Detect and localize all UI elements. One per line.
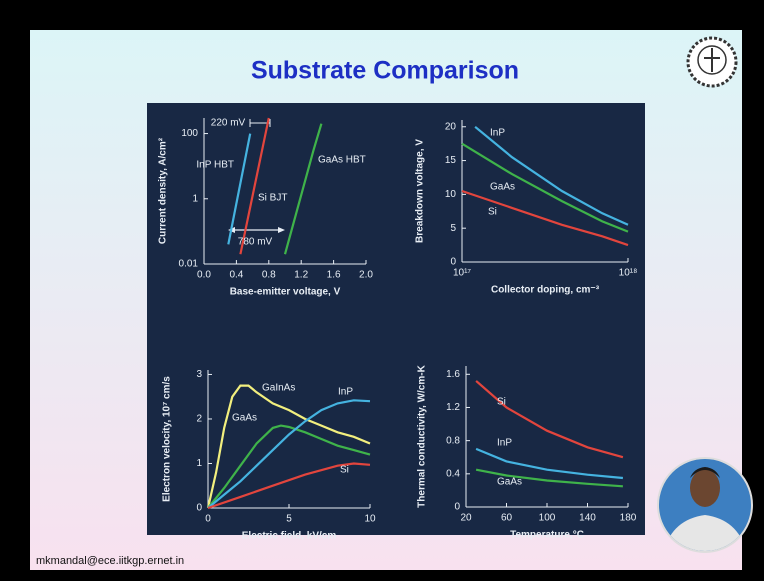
y-tick-label: 10 (445, 189, 457, 200)
y-axis-label: Thermal conductivity, W/cm-K (417, 364, 428, 507)
series-label: InP HBT (196, 160, 234, 171)
x-tick-label: 1.2 (294, 270, 308, 281)
x-tick-label: 10¹⁷ (453, 268, 471, 279)
series-label: InP (490, 128, 505, 139)
x-tick-label: 5 (286, 514, 292, 525)
x-axis-label: Temperature,°C (510, 530, 584, 541)
x-tick-label: 100 (539, 513, 556, 524)
y-axis-label: Current density, A/cm² (158, 137, 169, 244)
series-label: InP (338, 387, 353, 398)
x-tick-label: 0.8 (262, 270, 276, 281)
y-tick-label: 0 (196, 503, 202, 514)
y-tick-label: 0.4 (446, 468, 460, 479)
logo (688, 38, 736, 86)
y-tick-label: 2 (196, 414, 202, 425)
slide: Substrate Comparison 0.0 0.4 0.8 1.2 1.6 2.0 0… (0, 0, 764, 581)
x-tick-label: 0 (205, 514, 211, 525)
y-tick-label: 1 (196, 458, 202, 469)
x-tick-label: 140 (579, 513, 596, 524)
series-label: Si (497, 397, 506, 408)
slide-title: Substrate Comparison (251, 57, 519, 85)
x-tick-label: 1.6 (327, 270, 341, 281)
series-label: Si (488, 207, 497, 218)
y-tick-label: 3 (196, 369, 202, 380)
y-axis-label: Electron velocity, 10⁷ cm/s (162, 376, 173, 502)
annotation: 780 mV (238, 237, 273, 248)
y-tick-label: 1 (192, 193, 198, 204)
series-label: GaAs HBT (318, 155, 366, 166)
x-tick-label: 0.0 (197, 270, 211, 281)
y-tick-label: 1.6 (446, 369, 460, 380)
y-tick-label: 0 (454, 502, 460, 513)
series-label: GaInAs (262, 383, 295, 394)
x-axis-label: Collector doping, cm⁻³ (491, 285, 600, 296)
y-axis-label: Breakdown voltage, V (415, 139, 426, 243)
x-axis-label: Base-emitter voltage, V (230, 287, 341, 298)
y-tick-label: 100 (181, 128, 198, 139)
series-label: Si (340, 465, 349, 476)
y-tick-label: 20 (445, 121, 457, 132)
x-tick-label: 2.0 (359, 270, 373, 281)
y-tick-label: 1.2 (446, 402, 460, 413)
x-tick-label: 10¹⁸ (619, 268, 638, 279)
x-axis-label: Electric field, kV/cm (242, 531, 337, 542)
series-label: InP (497, 438, 512, 449)
footer-email: mkmandal@ece.iitkgp.ernet.in (36, 555, 184, 567)
series-label: GaAs (490, 182, 515, 193)
x-tick-label: 0.4 (229, 270, 243, 281)
annotation: 220 mV (211, 118, 246, 129)
y-tick-label: 15 (445, 155, 457, 166)
y-tick-label: 5 (450, 223, 456, 234)
series-label: Si BJT (258, 193, 287, 204)
y-tick-label: 0.8 (446, 435, 460, 446)
series-label: GaAs (232, 413, 257, 424)
x-tick-label: 20 (460, 513, 472, 524)
x-tick-label: 10 (364, 514, 376, 525)
x-tick-label: 180 (620, 513, 637, 524)
series-label: GaAs (497, 477, 522, 488)
y-tick-label: 0 (450, 257, 456, 268)
x-tick-label: 60 (501, 513, 513, 524)
y-tick-label: 0.01 (179, 259, 199, 270)
